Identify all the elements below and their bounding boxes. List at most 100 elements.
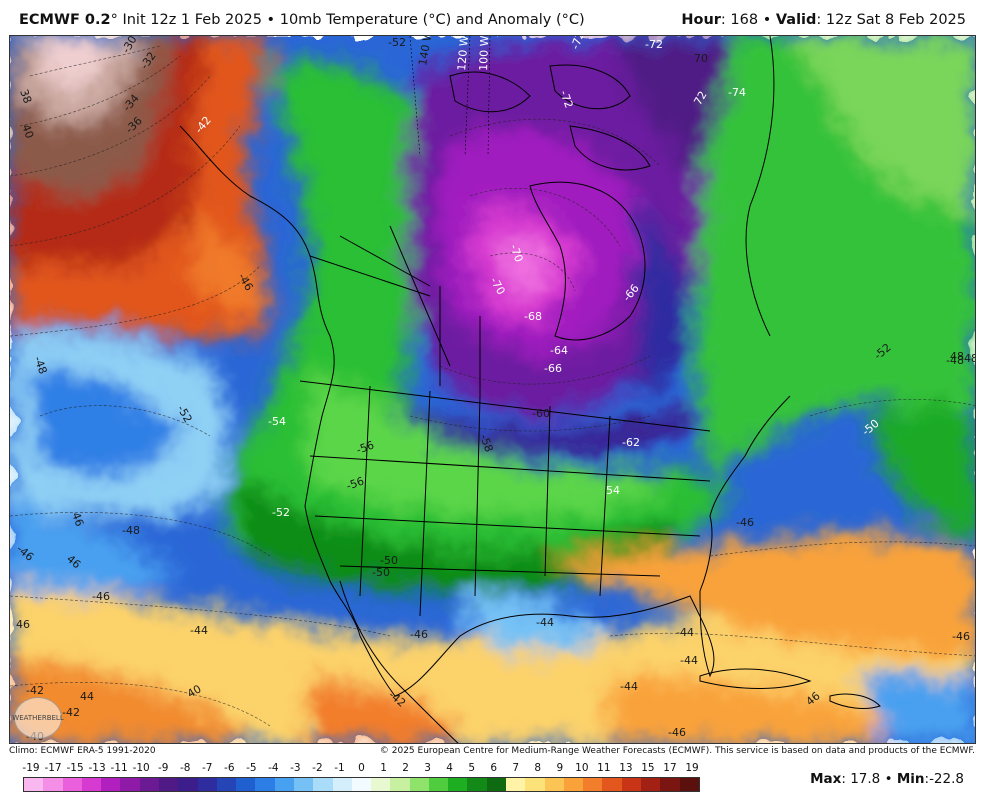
color-scale-bar: -19 -17 -15 -13 -11 -10 -9 -8 -7 -6 -5 -4 -3 -2 -1 0 1 2 3… <box>22 762 700 794</box>
climo-credit: Climo: ECMWF ERA-5 1991-2020 <box>9 746 156 756</box>
color-scale-label: 15 <box>641 762 655 774</box>
color-swatch <box>274 778 294 791</box>
color-scale-label: 8 <box>534 762 542 774</box>
color-scale-labels: -19 -17 -15 -13 -11 -10 -9 -8 -7 -6 -5 -4 -3 -2 -1 0 1 2 3… <box>22 762 700 776</box>
meridian-label: 120 W <box>455 36 471 71</box>
contour-label: -50 <box>380 554 398 567</box>
hour-label: Hour <box>681 12 721 28</box>
color-swatch <box>293 778 314 791</box>
color-scale-label: -15 <box>66 762 84 774</box>
contour-label: 40 <box>19 123 36 141</box>
color-scale-label: 17 <box>663 762 677 774</box>
contour-label: -52 <box>388 36 406 49</box>
contour-label: 46 <box>69 511 86 529</box>
color-scale-label: 0 <box>358 762 365 774</box>
color-swatch <box>409 778 429 791</box>
color-swatch <box>467 778 487 791</box>
max-value: : 17.8 • <box>841 771 897 787</box>
color-scale-label: -1 <box>334 762 345 774</box>
anomaly-field <box>10 36 975 743</box>
contour-label: 48 <box>950 350 964 363</box>
color-swatch <box>101 778 121 791</box>
contour-label: -42 <box>62 706 80 719</box>
valid-value: : 12z Sat 8 Feb 2025 <box>816 12 966 28</box>
color-swatch <box>621 778 641 791</box>
color-swatch <box>641 778 661 791</box>
color-scale-label: -8 <box>179 762 191 774</box>
contour-label: -74 <box>728 86 746 99</box>
contour-labels: -30 -32 -34 -36 38 40 -42 -52 -72 -72 -7… <box>14 36 976 743</box>
color-scale-label: 1 <box>380 762 387 774</box>
weatherbell-logo: WEATHERBELL <box>12 697 64 739</box>
color-scale-label: 19 <box>685 762 699 774</box>
color-scale-label: -6 <box>224 762 235 774</box>
contour-label: -60 <box>532 407 550 420</box>
color-scale-label: 3 <box>424 762 431 774</box>
color-swatch <box>120 778 140 791</box>
color-scale-label: 5 <box>468 762 475 774</box>
contour-label: -46 <box>952 630 970 643</box>
degree-symbol: ° <box>110 12 118 28</box>
contour-label: 38 <box>17 88 34 106</box>
contour-label: -56 <box>355 438 376 456</box>
contour-label: -52 <box>272 506 290 519</box>
contour-label: -48 <box>960 352 976 365</box>
contour-label: -72 <box>645 38 663 51</box>
contour-label: -66 <box>544 362 562 375</box>
color-swatch <box>158 778 179 791</box>
contour-label: 40 <box>185 682 204 700</box>
color-swatch <box>255 778 275 791</box>
map-canvas: -30 -32 -34 -36 38 40 -42 -52 -72 -72 -7… <box>10 36 976 743</box>
map-header: ECMWF 0.2° Init 12z 1 Feb 2025 • 10mb Te… <box>0 0 984 34</box>
color-swatch <box>24 778 44 791</box>
contour-label: 72 <box>691 89 709 108</box>
color-swatch <box>62 778 82 791</box>
init-description: Init 12z 1 Feb 2025 • 10mb Temperature (… <box>117 12 585 28</box>
color-swatch <box>602 778 622 791</box>
contour-label: -42 <box>26 684 44 697</box>
color-swatch <box>81 778 102 791</box>
contour-label: -48 <box>31 355 49 376</box>
color-scale-label: -10 <box>132 762 150 774</box>
field-stats: Max: 17.8 • Min:-22.8 <box>810 771 964 787</box>
color-swatch <box>583 778 603 791</box>
color-scale-label: 13 <box>619 762 633 774</box>
contour-label: -72 <box>557 89 575 110</box>
contour-label: -46 <box>736 516 754 529</box>
color-swatch <box>139 778 159 791</box>
color-swatch <box>428 778 449 791</box>
color-scale-label: 2 <box>402 762 409 774</box>
color-scale-label: 9 <box>556 762 564 774</box>
contour-label: -44 <box>536 616 554 629</box>
color-swatch <box>216 778 237 791</box>
contour-label: -62 <box>622 436 640 449</box>
contour-label: -44 <box>190 624 208 637</box>
contour-label: -44 <box>676 626 694 639</box>
color-swatch <box>332 778 352 791</box>
color-scale-label: -7 <box>202 762 213 774</box>
coastlines-and-borders <box>179 36 881 743</box>
color-swatch <box>563 778 584 791</box>
color-scale-label: -5 <box>246 762 257 774</box>
color-scale-label: -9 <box>157 762 169 774</box>
contour-label: -46 <box>410 628 428 641</box>
color-swatch <box>506 778 526 791</box>
color-scale-label: -17 <box>44 762 62 774</box>
color-scale-swatches <box>23 777 700 792</box>
contour-label: 54 <box>606 484 620 497</box>
contour-label: -44 <box>680 654 698 667</box>
color-scale-label: 6 <box>490 762 498 774</box>
color-scale-label: -2 <box>312 762 323 774</box>
color-swatch <box>525 778 545 791</box>
contour-label: -50 <box>372 566 390 579</box>
valid-label: Valid <box>775 12 817 28</box>
hour-value: : 168 • <box>720 12 776 28</box>
contour-label: -70 <box>507 243 525 264</box>
color-swatch <box>371 778 391 791</box>
color-swatch <box>43 778 63 791</box>
contour-label: 46 <box>16 618 30 631</box>
color-scale-label: 4 <box>446 762 453 774</box>
contour-label: 44 <box>80 690 94 703</box>
contour-label: -48 <box>122 524 140 537</box>
color-scale-label: 11 <box>597 762 611 774</box>
